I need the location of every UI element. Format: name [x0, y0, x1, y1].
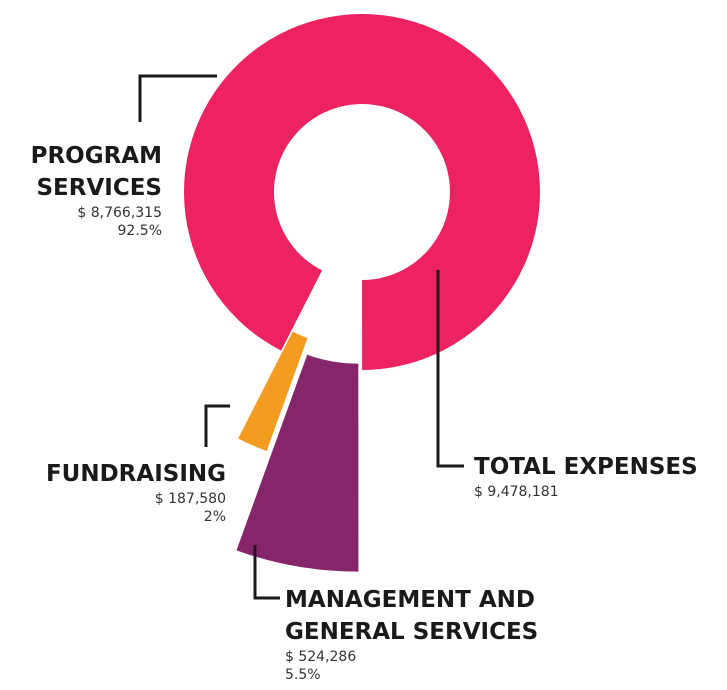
label-management: MANAGEMENT AND GENERAL SERVICES $ 524,28… [285, 584, 585, 684]
total-value-label: $ 9,478,181 [474, 484, 559, 500]
donut-slice [236, 354, 359, 572]
leader-line [253, 545, 280, 600]
donut-slice [184, 13, 541, 370]
leader-line [204, 404, 230, 447]
percent-label: 92.5% [117, 223, 162, 239]
value-label: $ 187,580 [154, 491, 226, 507]
category-label: PROGRAM SERVICES [30, 143, 162, 201]
percent-label: 2% [203, 509, 226, 525]
percent-label: 5.5% [285, 667, 321, 683]
value-label: $ 524,286 [285, 649, 357, 665]
label-fundraising: FUNDRAISING $ 187,580 2% [0, 458, 226, 526]
value-label: $ 8,766,315 [77, 205, 162, 221]
category-label: FUNDRAISING [45, 461, 226, 487]
label-program: PROGRAM SERVICES $ 8,766,315 92.5% [0, 140, 162, 240]
label-total: TOTAL EXPENSES $ 9,478,181 [474, 451, 727, 501]
leader-line [138, 74, 217, 122]
leader-line [436, 270, 464, 468]
total-label: TOTAL EXPENSES [474, 454, 698, 480]
category-label: MANAGEMENT AND GENERAL SERVICES [285, 587, 539, 645]
donut-slice [238, 331, 308, 451]
